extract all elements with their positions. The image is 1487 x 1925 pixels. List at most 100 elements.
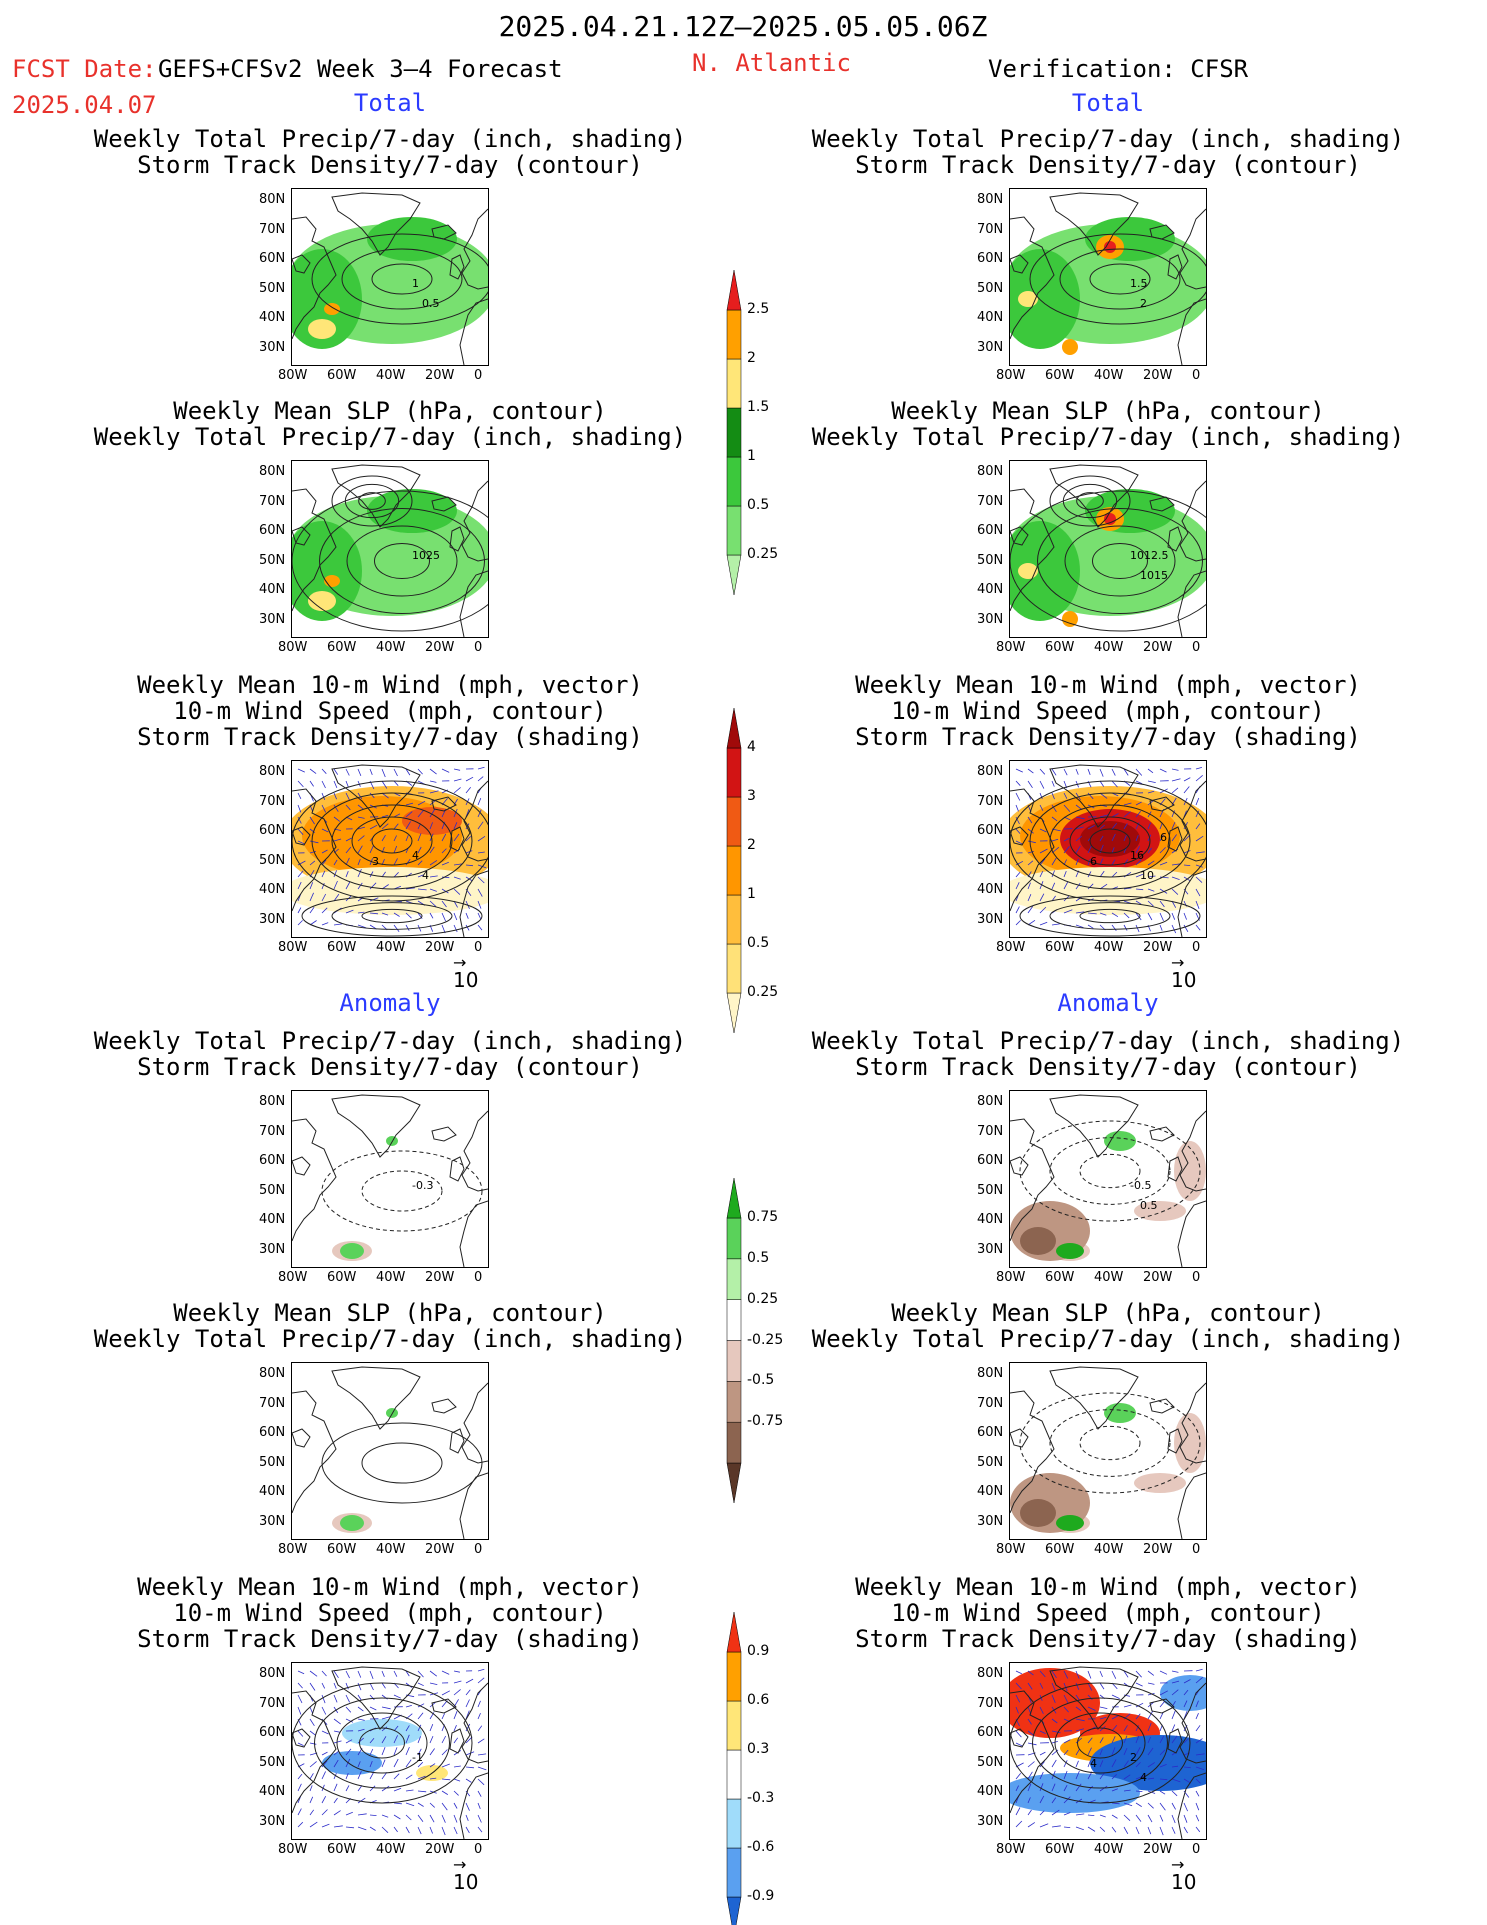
contours bbox=[1010, 490, 1206, 632]
contour-label: 10 bbox=[1140, 869, 1154, 882]
precip-shading bbox=[1010, 249, 1080, 349]
panel-1-right-map: 1.5 2 bbox=[1009, 188, 1207, 366]
ice-mask bbox=[382, 461, 442, 483]
lat-tick-label: 50N bbox=[259, 552, 286, 568]
anomaly-shading bbox=[1174, 1141, 1206, 1201]
contours bbox=[331, 475, 413, 527]
lat-tick-label: 50N bbox=[977, 1454, 1004, 1470]
lat-tick-label: 30N bbox=[977, 1513, 1004, 1529]
panel-2-right-plot: 1012.5 1015 bbox=[1010, 461, 1206, 637]
panel-4-right-title-line-1: Weekly Total Precip/7-day (inch, shading… bbox=[811, 1027, 1405, 1055]
coastline bbox=[1010, 464, 1206, 637]
colorbar-bottom-triangle bbox=[726, 992, 742, 1034]
colorbar-tick-label: 0.5 bbox=[747, 935, 770, 951]
contour-label: 1 bbox=[412, 277, 419, 290]
lon-tick-label: 20W bbox=[1143, 368, 1173, 383]
coastline bbox=[292, 192, 488, 365]
storm-track-shading bbox=[402, 807, 462, 835]
panel-5-right-title-line-1: Weekly Mean SLP (hPa, contour) bbox=[891, 1299, 1325, 1327]
coastline bbox=[292, 1666, 488, 1839]
lat-tick-label: 50N bbox=[977, 1182, 1004, 1198]
lat-tick-label: 40N bbox=[977, 310, 1004, 325]
lon-tick-label: 80W bbox=[278, 940, 308, 955]
panel-2-right-map: 1012.5 1015 bbox=[1009, 460, 1207, 638]
colorbar-segment bbox=[726, 1798, 742, 1849]
panel-3-left-plot: 44 3 bbox=[292, 764, 488, 937]
panel-1-left-plot: 10.5 bbox=[292, 189, 488, 365]
vector-scale: → 10 bbox=[1171, 1857, 1196, 1895]
contours bbox=[321, 1150, 483, 1232]
lon-tick-label: 20W bbox=[425, 1842, 455, 1857]
lat-tick-label: 30N bbox=[259, 1513, 286, 1529]
colorbar-tick-label: -0.5 bbox=[747, 1372, 775, 1389]
colorbar-tick-label: 0.25 bbox=[747, 984, 779, 1000]
vector-scale-arrow-icon: → bbox=[1171, 953, 1185, 972]
colorbar-segment bbox=[726, 1847, 742, 1898]
colorbar-tick-label: 0.5 bbox=[747, 497, 770, 513]
precip-shading bbox=[292, 521, 362, 621]
lon-tick-label: 40W bbox=[1094, 1542, 1124, 1557]
precip-shading bbox=[324, 303, 340, 315]
panel-6-right-title-line-2: 10-m Wind Speed (mph, contour) bbox=[891, 1599, 1325, 1627]
colorbar-segment bbox=[726, 358, 742, 409]
total-label-right: Total bbox=[1071, 89, 1145, 117]
anomaly-shading bbox=[1104, 1131, 1136, 1151]
lat-tick-label: 60N bbox=[259, 1725, 286, 1740]
contour-label: 2 bbox=[1130, 1751, 1137, 1764]
colorbar-1 bbox=[726, 269, 742, 596]
colorbar-segment bbox=[726, 1299, 742, 1341]
coastline bbox=[1010, 1094, 1206, 1267]
vector-scale: → 10 bbox=[453, 953, 478, 993]
colorbar-2 bbox=[726, 707, 742, 1034]
precip-shading bbox=[324, 575, 340, 587]
panel-4-right-plot: -0.5 0.5 bbox=[1010, 1094, 1206, 1267]
lat-tick-label: 80N bbox=[259, 464, 286, 479]
vector-scale: → 10 bbox=[453, 1855, 478, 1895]
region-label: N. Atlantic bbox=[692, 49, 851, 77]
lat-tick-label: 60N bbox=[259, 523, 286, 538]
colorbar-segment bbox=[726, 1381, 742, 1423]
panel-4-left-title-line-2: Storm Track Density/7-day (contour) bbox=[137, 1053, 643, 1081]
precip-shading bbox=[1010, 521, 1080, 621]
lon-tick-label: 0 bbox=[474, 1270, 483, 1285]
colorbar-tick-label: 0.25 bbox=[747, 1290, 779, 1307]
contour-label: 2 bbox=[1140, 297, 1147, 310]
colorbar-tick-label: 3 bbox=[747, 788, 756, 804]
colorbar-segment bbox=[726, 407, 742, 458]
contour-label: 4 bbox=[412, 849, 419, 862]
vector-scale-arrow-icon: → bbox=[453, 1855, 467, 1874]
lat-tick-label: 70N bbox=[977, 793, 1004, 809]
contour-label: -1 bbox=[412, 1751, 423, 1764]
anomaly-shading bbox=[1104, 1403, 1136, 1423]
ice-mask bbox=[1100, 461, 1160, 483]
panel-3-right-map: 16 10 6 6 bbox=[1009, 760, 1207, 938]
lat-tick-label: 60N bbox=[977, 251, 1004, 266]
lat-tick-label: 30N bbox=[977, 1813, 1004, 1829]
colorbar-tick-label: 0.6 bbox=[747, 1692, 770, 1708]
panel-2-left-title-line-1: Weekly Mean SLP (hPa, contour) bbox=[173, 397, 607, 425]
panel-6-right-title-line-1: Weekly Mean 10-m Wind (mph, vector) bbox=[855, 1573, 1361, 1601]
fcst-date-label: FCST Date: bbox=[12, 55, 157, 83]
vector-scale-arrow-icon: → bbox=[453, 953, 467, 972]
lon-tick-label: 0 bbox=[474, 940, 483, 955]
lat-tick-label: 50N bbox=[977, 280, 1004, 296]
lat-tick-label: 80N bbox=[977, 1366, 1004, 1381]
lat-tick-label: 30N bbox=[259, 911, 286, 927]
lat-tick-label: 40N bbox=[977, 1212, 1004, 1227]
panel-3-left-title-line-3: Storm Track Density/7-day (shading) bbox=[137, 723, 643, 751]
anomaly-shading bbox=[1056, 1243, 1084, 1259]
panel-3-right-plot: 16 10 6 6 bbox=[1010, 764, 1206, 937]
colorbar-segment bbox=[726, 1217, 742, 1260]
colorbar-tick-label: 2 bbox=[747, 350, 756, 366]
storm-track-shading bbox=[292, 867, 488, 915]
precip-shading bbox=[1062, 339, 1078, 355]
contour-label: 4 bbox=[1140, 1771, 1147, 1784]
panel-6-left-title-line-2: 10-m Wind Speed (mph, contour) bbox=[173, 1599, 607, 1627]
lat-tick-label: 30N bbox=[977, 339, 1004, 355]
lon-tick-label: 20W bbox=[425, 368, 455, 383]
lat-tick-label: 30N bbox=[977, 611, 1004, 627]
colorbar-top-triangle bbox=[726, 707, 742, 749]
panel-3-right-title-line-1: Weekly Mean 10-m Wind (mph, vector) bbox=[855, 671, 1361, 699]
lon-tick-label: 40W bbox=[376, 1542, 406, 1557]
